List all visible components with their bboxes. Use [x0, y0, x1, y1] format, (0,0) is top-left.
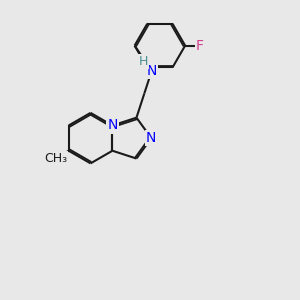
Text: CH₃: CH₃ [44, 152, 68, 165]
Text: H: H [139, 56, 148, 68]
Text: F: F [196, 39, 204, 52]
Text: N: N [146, 64, 157, 78]
Text: N: N [107, 118, 118, 133]
Text: N: N [146, 131, 157, 145]
